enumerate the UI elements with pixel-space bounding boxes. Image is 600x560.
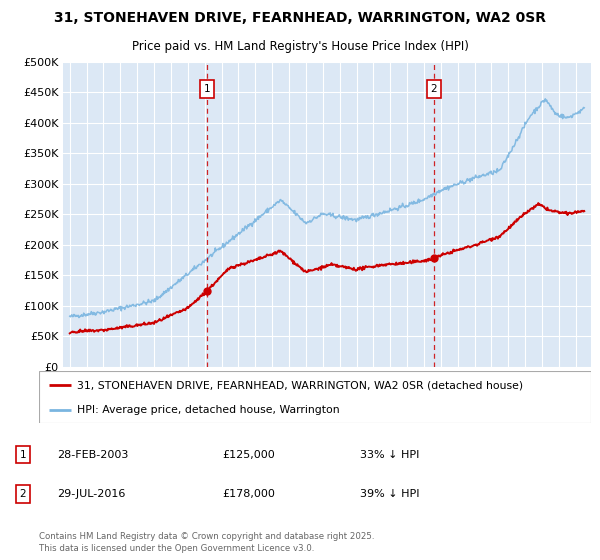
Text: £178,000: £178,000 (222, 489, 275, 499)
Text: 2: 2 (430, 84, 437, 94)
Text: Price paid vs. HM Land Registry's House Price Index (HPI): Price paid vs. HM Land Registry's House … (131, 40, 469, 53)
Text: 33% ↓ HPI: 33% ↓ HPI (360, 450, 419, 460)
Text: £125,000: £125,000 (222, 450, 275, 460)
Text: 31, STONEHAVEN DRIVE, FEARNHEAD, WARRINGTON, WA2 0SR (detached house): 31, STONEHAVEN DRIVE, FEARNHEAD, WARRING… (77, 380, 523, 390)
FancyBboxPatch shape (39, 371, 591, 423)
Text: 2: 2 (19, 489, 26, 499)
Text: 39% ↓ HPI: 39% ↓ HPI (360, 489, 419, 499)
Text: 1: 1 (19, 450, 26, 460)
Text: Contains HM Land Registry data © Crown copyright and database right 2025.
This d: Contains HM Land Registry data © Crown c… (39, 533, 374, 553)
Text: 28-FEB-2003: 28-FEB-2003 (57, 450, 128, 460)
Text: 29-JUL-2016: 29-JUL-2016 (57, 489, 125, 499)
Text: 1: 1 (204, 84, 211, 94)
Text: HPI: Average price, detached house, Warrington: HPI: Average price, detached house, Warr… (77, 405, 339, 415)
Text: 31, STONEHAVEN DRIVE, FEARNHEAD, WARRINGTON, WA2 0SR: 31, STONEHAVEN DRIVE, FEARNHEAD, WARRING… (54, 11, 546, 25)
